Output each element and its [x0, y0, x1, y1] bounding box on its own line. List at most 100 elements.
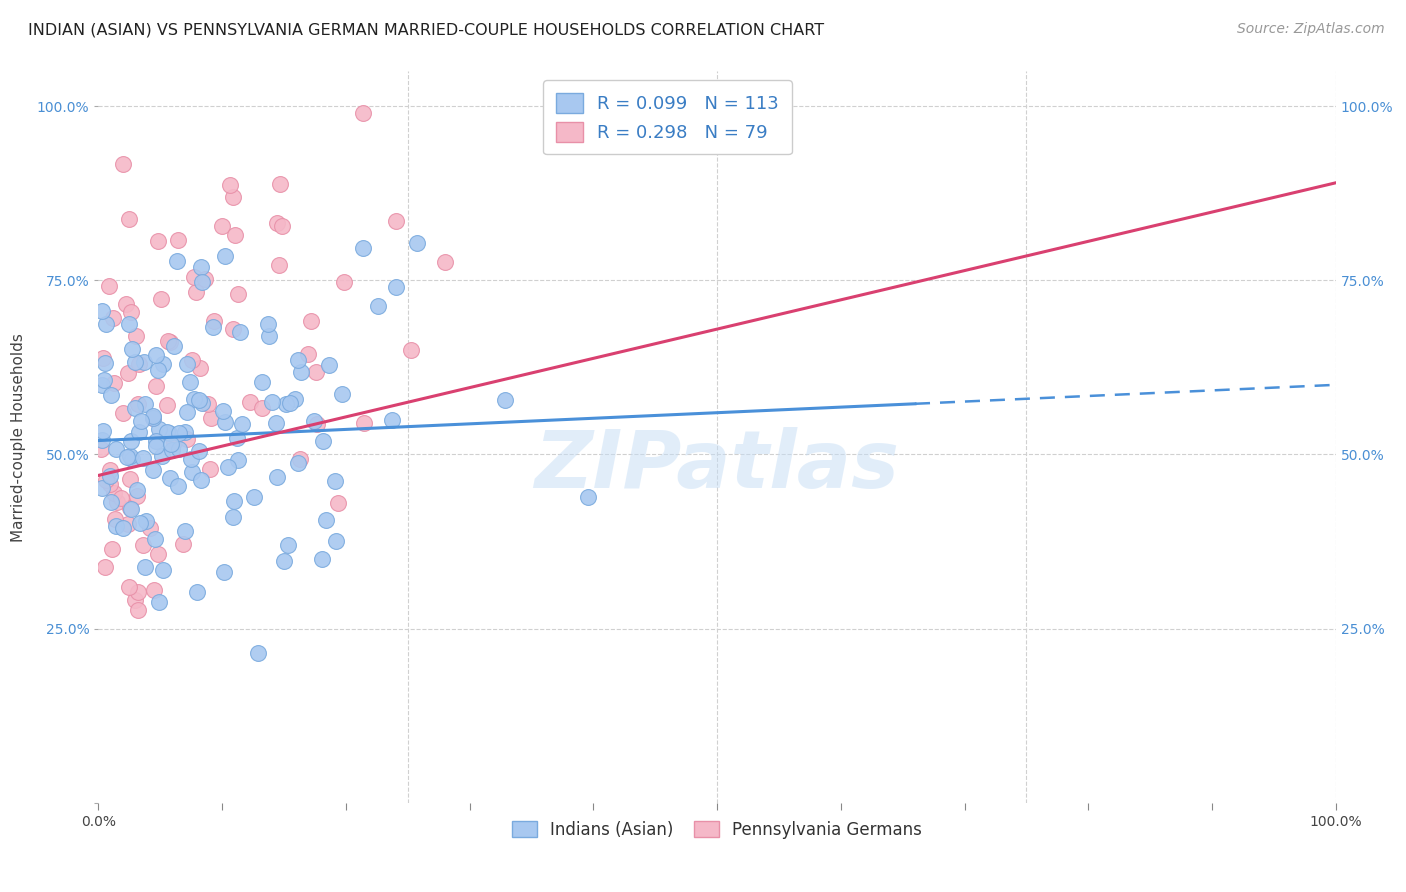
Point	[187, 392, 209, 407]
Point	[159, 471, 181, 485]
Point	[159, 334, 181, 349]
Point	[101, 310, 124, 325]
Point	[202, 313, 225, 327]
Point	[406, 235, 429, 250]
Point	[214, 249, 236, 263]
Point	[305, 365, 328, 379]
Point	[105, 494, 128, 508]
Point	[212, 565, 235, 579]
Point	[201, 319, 224, 334]
Point	[139, 521, 162, 535]
Point	[284, 392, 307, 406]
Point	[156, 398, 179, 412]
Point	[134, 397, 156, 411]
Point	[166, 233, 188, 247]
Point	[276, 538, 298, 552]
Point	[381, 413, 404, 427]
Point	[266, 470, 288, 484]
Point	[198, 462, 221, 476]
Point	[120, 305, 142, 319]
Point	[180, 352, 202, 367]
Point	[160, 437, 183, 451]
Point	[267, 258, 290, 272]
Point	[98, 468, 121, 483]
Point	[184, 285, 207, 300]
Point	[98, 279, 121, 293]
Point	[127, 585, 149, 599]
Point	[325, 533, 347, 548]
Point	[100, 542, 122, 557]
Point	[117, 317, 139, 331]
Point	[134, 560, 156, 574]
Point	[152, 357, 174, 371]
Point	[100, 495, 122, 509]
Point	[117, 366, 139, 380]
Point	[278, 395, 301, 409]
Point	[167, 479, 190, 493]
Point	[222, 322, 245, 336]
Point	[118, 472, 141, 486]
Point	[211, 219, 233, 233]
Point	[269, 178, 291, 192]
Point	[264, 416, 287, 430]
Point	[197, 397, 219, 411]
Point	[176, 357, 198, 371]
Point	[176, 404, 198, 418]
Point	[146, 547, 169, 561]
Point	[127, 489, 149, 503]
Point	[352, 241, 374, 255]
Point	[120, 502, 142, 516]
Point	[118, 580, 141, 594]
Point	[222, 190, 245, 204]
Point	[222, 510, 245, 524]
Point	[142, 411, 165, 425]
Point	[124, 401, 146, 415]
Point	[94, 317, 117, 331]
Point	[104, 512, 127, 526]
Point	[214, 415, 236, 429]
Point	[297, 347, 319, 361]
Point	[94, 356, 117, 370]
Point	[143, 532, 166, 546]
Point	[105, 519, 128, 533]
Point	[186, 584, 208, 599]
Point	[167, 425, 190, 440]
Point	[98, 463, 121, 477]
Point	[141, 411, 163, 425]
Point	[226, 287, 249, 301]
Point	[145, 434, 167, 448]
Point	[239, 395, 262, 409]
Point	[90, 433, 112, 447]
Point	[150, 449, 173, 463]
Legend: Indians (Asian), Pennsylvania Germans: Indians (Asian), Pennsylvania Germans	[505, 814, 929, 846]
Point	[148, 595, 170, 609]
Point	[290, 365, 312, 379]
Point	[242, 490, 264, 504]
Point	[146, 363, 169, 377]
Point	[142, 463, 165, 477]
Point	[128, 425, 150, 439]
Point	[353, 417, 375, 431]
Point	[100, 388, 122, 402]
Point	[224, 228, 246, 243]
Point	[200, 411, 222, 425]
Point	[180, 465, 202, 479]
Point	[190, 260, 212, 275]
Point	[318, 359, 340, 373]
Point	[121, 452, 143, 467]
Point	[127, 603, 149, 617]
Point	[125, 483, 148, 497]
Point	[94, 473, 117, 487]
Point	[156, 425, 179, 439]
Point	[273, 554, 295, 568]
Point	[367, 299, 389, 313]
Text: INDIAN (ASIAN) VS PENNSYLVANIA GERMAN MARRIED-COUPLE HOUSEHOLDS CORRELATION CHAR: INDIAN (ASIAN) VS PENNSYLVANIA GERMAN MA…	[28, 22, 824, 37]
Point	[112, 406, 135, 420]
Point	[91, 378, 114, 392]
Point	[166, 254, 188, 268]
Point	[118, 211, 141, 226]
Point	[120, 434, 142, 448]
Point	[302, 415, 325, 429]
Text: ZIPatlas: ZIPatlas	[534, 427, 900, 506]
Point	[100, 477, 122, 491]
